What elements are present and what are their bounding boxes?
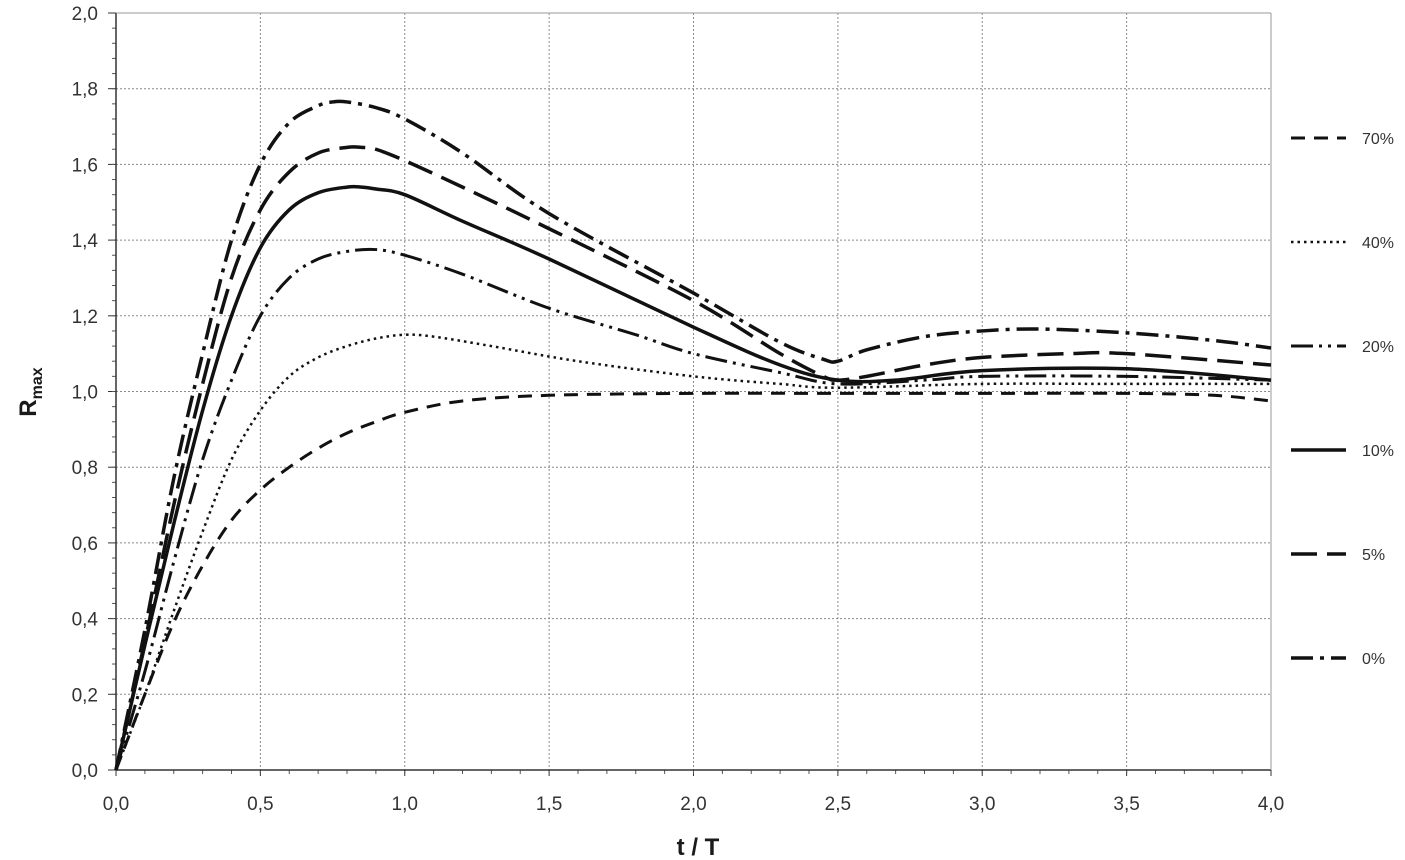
x-tick-labels: 0,0 0,5 1,0 1,5 2,0 2,5 3,0 3,5 4,0 — [103, 794, 1284, 815]
legend-label: 5% — [1362, 547, 1385, 564]
y-tick-label: 0,6 — [72, 534, 98, 555]
svg-text:Rmax: Rmax — [15, 367, 46, 416]
legend: 70% 40% 20% 10% 5% 0% — [1291, 131, 1394, 668]
series-line — [114, 333, 1271, 771]
series-line — [114, 99, 1272, 771]
x-tick-label: 3,5 — [1113, 794, 1139, 815]
legend-label: 10% — [1362, 443, 1394, 460]
legend-label: 20% — [1362, 339, 1394, 356]
series-line — [114, 184, 1272, 771]
y-tick-label: 0,2 — [72, 685, 98, 706]
series-line — [114, 247, 1272, 771]
series-line — [114, 391, 1272, 771]
y-axis-title-sub: max — [29, 367, 46, 399]
y-tick-label: 1,2 — [72, 307, 98, 328]
axes — [115, 12, 1272, 771]
x-axis-title: t / T — [677, 834, 720, 860]
y-tick-label: 2,0 — [72, 4, 98, 25]
y-tick-labels: 0,0 0,2 0,4 0,6 0,8 1,0 1,2 1,4 1,6 1,8 2,0 — [72, 4, 99, 782]
x-tick-label: 1,5 — [536, 794, 562, 815]
x-tick-label: 2,5 — [825, 794, 851, 815]
y-axis-title-main: R — [15, 399, 42, 416]
legend-label: 0% — [1362, 651, 1385, 668]
series-lines — [114, 99, 1272, 771]
x-tick-label: 0,0 — [103, 794, 129, 815]
x-tick-label: 1,0 — [392, 794, 418, 815]
x-tick-label: 2,0 — [680, 794, 706, 815]
minor-ticks — [112, 27, 1243, 774]
y-tick-label: 1,6 — [72, 155, 98, 176]
legend-label: 70% — [1362, 131, 1394, 148]
x-tick-label: 0,5 — [247, 794, 273, 815]
legend-label: 40% — [1362, 235, 1394, 252]
y-tick-label: 0,4 — [72, 610, 99, 631]
y-axis-title: Rmax — [15, 367, 46, 416]
y-tick-label: 1,4 — [72, 231, 99, 252]
series-line — [114, 145, 1272, 771]
y-tick-label: 1,8 — [72, 80, 98, 101]
x-tick-label: 3,0 — [969, 794, 995, 815]
y-tick-label: 0,8 — [72, 458, 98, 479]
y-tick-label: 0,0 — [72, 761, 98, 782]
x-tick-label: 4,0 — [1258, 794, 1284, 815]
y-tick-label: 1,0 — [72, 383, 98, 404]
